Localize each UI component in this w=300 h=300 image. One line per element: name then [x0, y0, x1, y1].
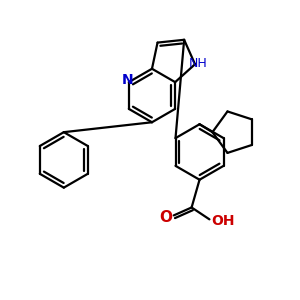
Text: NH: NH — [189, 57, 207, 70]
Text: O: O — [159, 210, 172, 225]
Text: N: N — [122, 73, 134, 87]
Text: OH: OH — [212, 214, 235, 228]
